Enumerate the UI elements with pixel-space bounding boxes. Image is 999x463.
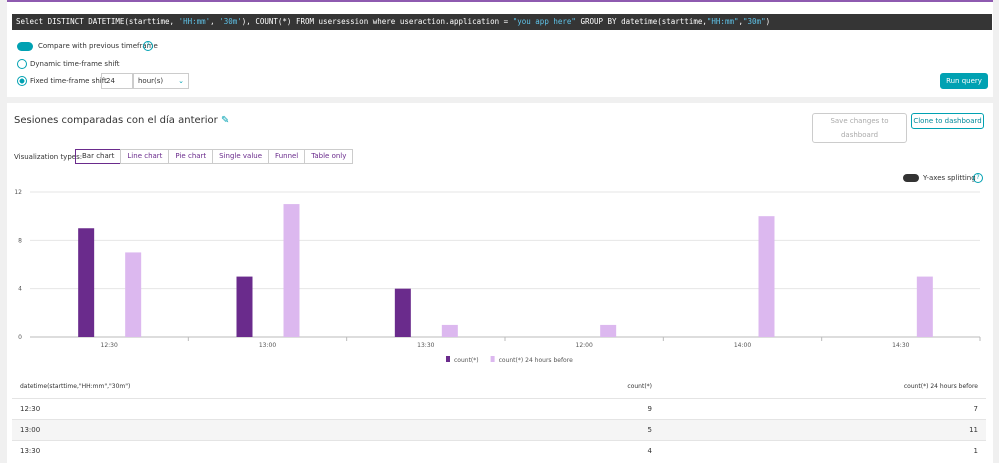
shift-input[interactable]: 24 (101, 73, 133, 89)
cell: 13:30 (20, 447, 41, 455)
label: Visualization types: (14, 153, 83, 161)
query-editor[interactable]: Select DISTINCT DATETIME(starttime, 'HH:… (12, 14, 992, 30)
legend-label[interactable]: count(*) 24 hours before (499, 357, 573, 364)
bar (283, 204, 300, 337)
viz-tab[interactable]: Table only (304, 149, 354, 164)
cell: 12:30 (20, 405, 41, 413)
bar (394, 288, 411, 337)
y-tick-label: 8 (18, 237, 22, 244)
bar (916, 276, 933, 337)
unit-select[interactable]: hour(s) ⌄ (133, 73, 189, 89)
viz-tab[interactable]: Pie chart (168, 149, 214, 164)
viz-tab[interactable]: Line chart (120, 149, 170, 164)
bar (78, 228, 95, 337)
cell: count(*) 24 hours before (903, 383, 978, 390)
bar (758, 216, 775, 337)
x-tick-label: 13:30 (417, 342, 434, 349)
viz-tab[interactable]: Funnel (268, 149, 306, 164)
table-row: 13:30 4 1 (12, 440, 986, 461)
cell: count(*) (627, 383, 652, 390)
y-tick-label: 12 (14, 189, 22, 196)
label: Compare with previous timeframe (38, 42, 158, 50)
viz-tab[interactable]: Single value (212, 149, 270, 164)
clone-button[interactable]: Clone to dashboard (911, 113, 984, 129)
query-token: , (210, 17, 220, 26)
cell: 13:00 (20, 426, 41, 434)
y-tick-label: 0 (18, 334, 22, 341)
cell: 5 (647, 426, 652, 434)
label: Dynamic time-frame shift (30, 60, 120, 68)
legend-swatch (446, 356, 450, 362)
radio[interactable] (17, 59, 27, 69)
select-value: hour(s) (138, 77, 164, 85)
label: Fixed time-frame shift (30, 77, 107, 85)
query-token: , (738, 17, 744, 26)
title: Sesiones comparadas con el día anterior (14, 115, 218, 126)
run-query-button[interactable]: Run query (940, 73, 988, 89)
cell: 9 (647, 405, 652, 413)
x-tick-label: 12:30 (101, 342, 118, 349)
cell: datetime(starttime,"HH:mm","30m") (20, 383, 131, 390)
bar (125, 252, 142, 337)
query-token: 'HH:mm' (178, 17, 211, 26)
query-token: "HH:mm" (706, 17, 739, 26)
table-row: 12:30 9 7 (12, 398, 986, 419)
query-token: ) (765, 17, 771, 26)
help-icon[interactable]: ? (143, 41, 153, 51)
toggle[interactable] (903, 174, 919, 182)
edit-icon[interactable]: ✎ (220, 115, 230, 126)
table-row: 13:00 5 11 (12, 419, 986, 440)
panel-title: Sesiones comparadas con el día anterior … (14, 115, 229, 126)
viz-tab[interactable]: Bar chart (75, 149, 122, 164)
cell: 7 (973, 405, 978, 413)
help-icon[interactable]: ? (973, 173, 983, 183)
bar (441, 324, 458, 337)
x-tick-label: 14:00 (734, 342, 751, 349)
query-token: ), COUNT(*) FROM usersession where usera… (241, 17, 513, 26)
y-tick-label: 4 (18, 286, 22, 293)
chart: 0 4 8 12 12:30 13:00 13:30 12:00 14:00 14:30 count… (14, 189, 981, 364)
cell: 1 (973, 447, 978, 455)
label: Y-axes splitting (923, 174, 976, 182)
x-tick-label: 13:00 (259, 342, 276, 349)
cell: 11 (969, 426, 978, 434)
legend-swatch (490, 356, 495, 362)
query-token: '30m' (219, 17, 242, 26)
bar (600, 324, 617, 337)
bar (236, 276, 253, 337)
toggle[interactable] (17, 42, 33, 51)
radio[interactable] (17, 76, 27, 86)
table-header: datetime(starttime,"HH:mm","30m") count(*… (12, 377, 986, 397)
x-tick-label: 12:00 (576, 342, 593, 349)
legend-label[interactable]: count(*) (454, 357, 479, 364)
query-panel: Select DISTINCT DATETIME(starttime, 'HH:… (7, 0, 993, 97)
x-tick-label: 14:30 (892, 342, 909, 349)
save-button[interactable]: Save changes to dashboard (812, 113, 907, 143)
query-token: GROUP BY datetime(starttime, (575, 17, 707, 26)
query-token: "you app here" (512, 17, 576, 26)
viz-tabs: Bar chart Line chart Pie chart Single value… (75, 149, 354, 164)
query-token: "30m" (743, 17, 766, 26)
cell: 4 (647, 447, 652, 455)
query-token: Select DISTINCT DATETIME(starttime, (16, 17, 179, 26)
